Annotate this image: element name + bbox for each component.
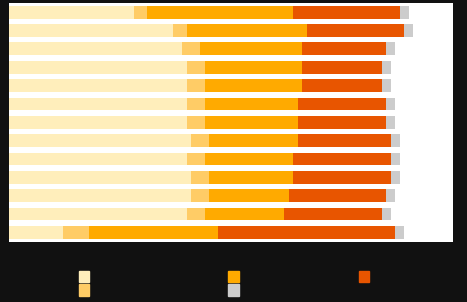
- Bar: [400, 6, 409, 19]
- Bar: [387, 98, 395, 110]
- Bar: [9, 116, 187, 129]
- Bar: [396, 226, 404, 239]
- Bar: [9, 208, 187, 220]
- Bar: [218, 226, 396, 239]
- Bar: [302, 43, 387, 55]
- Bar: [9, 189, 191, 202]
- Bar: [9, 79, 187, 92]
- Bar: [298, 116, 387, 129]
- Bar: [9, 171, 191, 184]
- Bar: [209, 134, 298, 147]
- Bar: [187, 61, 205, 74]
- Bar: [391, 134, 400, 147]
- Bar: [9, 226, 63, 239]
- Bar: [205, 116, 298, 129]
- Bar: [9, 43, 183, 55]
- Bar: [382, 61, 391, 74]
- Bar: [9, 98, 187, 110]
- Bar: [187, 98, 205, 110]
- Bar: [209, 189, 289, 202]
- Bar: [187, 24, 307, 37]
- Bar: [191, 134, 209, 147]
- Bar: [200, 43, 302, 55]
- Bar: [302, 79, 382, 92]
- Bar: [404, 24, 413, 37]
- Bar: [298, 98, 387, 110]
- Bar: [382, 208, 391, 220]
- Bar: [174, 24, 187, 37]
- Bar: [298, 134, 391, 147]
- Bar: [205, 208, 284, 220]
- Bar: [302, 61, 382, 74]
- Bar: [191, 171, 209, 184]
- Bar: [307, 24, 404, 37]
- Bar: [187, 79, 205, 92]
- Bar: [63, 226, 89, 239]
- Bar: [293, 171, 391, 184]
- Bar: [382, 79, 391, 92]
- Bar: [293, 6, 400, 19]
- Bar: [187, 208, 205, 220]
- Bar: [9, 134, 191, 147]
- Bar: [293, 153, 391, 165]
- Bar: [205, 79, 302, 92]
- Bar: [183, 43, 200, 55]
- Bar: [89, 226, 218, 239]
- Bar: [9, 61, 187, 74]
- Bar: [209, 171, 293, 184]
- Bar: [187, 116, 205, 129]
- Bar: [191, 189, 209, 202]
- Bar: [9, 153, 187, 165]
- Bar: [387, 116, 395, 129]
- Bar: [205, 153, 293, 165]
- Bar: [387, 189, 395, 202]
- Bar: [289, 189, 387, 202]
- Bar: [134, 6, 147, 19]
- Bar: [9, 6, 134, 19]
- Bar: [387, 43, 395, 55]
- Bar: [205, 98, 298, 110]
- Bar: [284, 208, 382, 220]
- Bar: [391, 153, 400, 165]
- Bar: [205, 61, 302, 74]
- Bar: [147, 6, 293, 19]
- Bar: [187, 153, 205, 165]
- Bar: [391, 171, 400, 184]
- Bar: [9, 24, 174, 37]
